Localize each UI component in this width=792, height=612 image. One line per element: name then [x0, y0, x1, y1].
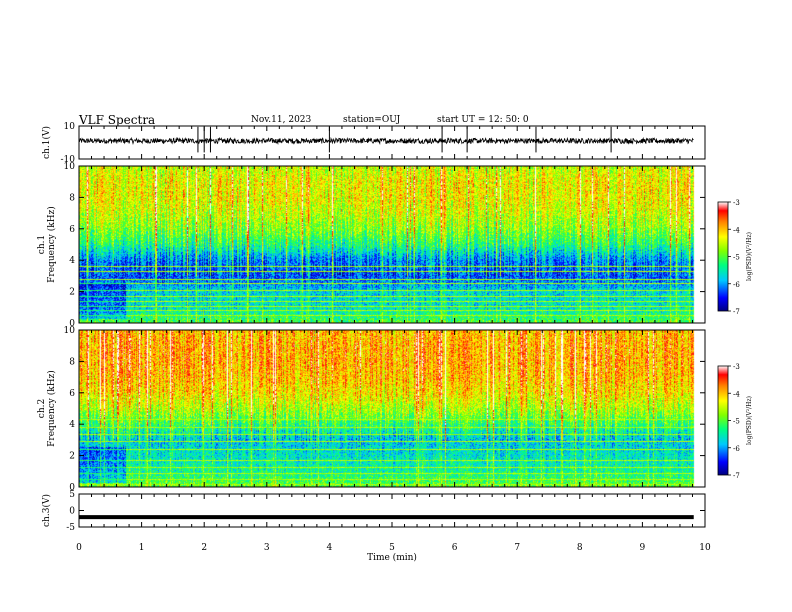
y-tick-label: 0: [69, 507, 75, 517]
y-tick-label: 10: [64, 326, 76, 336]
colorbar-tick-label: -5: [733, 418, 740, 426]
x-tick-label: 3: [264, 543, 270, 553]
station-label: station=OUJ: [343, 115, 401, 125]
y-tick-label: 4: [69, 420, 75, 430]
y-tick-label: 10: [64, 122, 76, 132]
x-tick-label: 9: [640, 543, 646, 553]
ch1-spec-y-axis-label: Frequency (kHz): [46, 206, 57, 283]
x-tick-label: 10: [699, 543, 711, 553]
y-tick-label: 2: [69, 452, 75, 462]
y-tick-label: 8: [69, 357, 75, 367]
y-tick-label: 10: [64, 162, 76, 172]
y-tick-label: 4: [69, 256, 75, 266]
ch2-spec-y-axis-label: ch.2: [37, 399, 47, 418]
ch2-spectrogram: [79, 330, 705, 487]
x-tick-label: 8: [577, 543, 583, 553]
colorbar-tick-label: -6: [733, 445, 740, 453]
start-time-label: start UT = 12: 50: 0: [437, 115, 529, 125]
colorbar-tick-label: -5: [733, 254, 740, 262]
x-tick-label: 6: [452, 543, 458, 553]
ch3-y-axis-label: ch.3(V): [41, 494, 52, 527]
x-tick-label: 1: [139, 543, 145, 553]
colorbar-tick-label: -6: [733, 281, 740, 289]
ch1-spec-colorbar-label: log(PSD)(V²/Hz): [746, 232, 753, 281]
ch1-y-axis-label: ch.1(V): [41, 126, 52, 159]
ch2-spectrogram-image: [79, 330, 705, 487]
y-tick-label: 0: [69, 483, 75, 493]
ch1-waveform-line: [78, 136, 694, 146]
ch2-spec-colorbar: [717, 365, 729, 476]
colorbar-tick-label: -3: [733, 199, 740, 207]
colorbar-tick-label: -7: [733, 308, 740, 316]
y-tick-label: 0: [69, 319, 75, 329]
y-tick-label: 2: [69, 288, 75, 298]
x-axis-label: Time (min): [367, 552, 417, 563]
x-tick-label: 2: [201, 543, 207, 553]
y-tick-label: -10: [61, 155, 76, 165]
ch1-spec-y-axis-label: ch.1: [37, 235, 47, 254]
y-tick-label: 8: [69, 193, 75, 203]
ch1-spectrogram: [79, 166, 705, 323]
ch1-spec-colorbar: [717, 201, 729, 312]
colorbar-tick-label: -4: [733, 390, 740, 398]
chart-title: VLF Spectra: [79, 113, 156, 127]
ch2-spec-colorbar-label: log(PSD)(V²/Hz): [746, 396, 753, 445]
y-tick-label: 5: [69, 490, 75, 500]
y-tick-label: 6: [69, 389, 75, 399]
x-tick-label: 0: [76, 543, 82, 553]
date-label: Nov.11, 2023: [251, 115, 312, 125]
colorbar-tick-label: -4: [733, 226, 740, 234]
y-tick-label: -5: [66, 523, 75, 533]
colorbar-tick-label: -3: [733, 363, 740, 371]
x-tick-label: 4: [327, 543, 333, 553]
x-tick-label: 5: [389, 543, 395, 553]
ch1-spectrogram-image: [79, 166, 705, 323]
x-tick-label: 7: [514, 543, 520, 553]
colorbar-tick-label: -7: [733, 472, 740, 480]
y-tick-label: 6: [69, 225, 75, 235]
ch2-spec-y-axis-label: Frequency (kHz): [46, 370, 57, 447]
